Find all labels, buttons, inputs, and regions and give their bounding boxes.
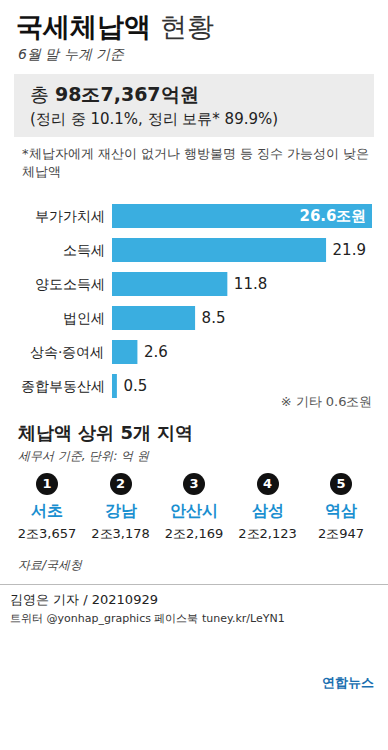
html-text:체납액 상위 5개 지역: 체납액 상위 5개 지역: [18, 422, 194, 443]
html-text:역삼: 역삼: [325, 501, 357, 520]
html-text:5: 5: [336, 476, 346, 491]
html-text:2조3,657: 2조3,657: [17, 526, 77, 541]
html-text:세무서 기준, 단위: 억 원: 세무서 기준, 단위: 억 원: [18, 449, 150, 463]
html-text:(정리 중 10.1%, 정리 보류* 89.9%): (정리 중 10.1%, 정리 보류* 89.9%): [30, 110, 279, 128]
html-text:트위터 @yonhap_graphics 페이스북 tune: 트위터 @yonhap_graphics 페이스북 tuney.kr/LeYN1: [10, 612, 285, 625]
svg-text:11.8: 11.8: [234, 275, 267, 293]
svg-text:26.6조원: 26.6조원: [299, 207, 366, 225]
html-text:2조2,169: 2조2,169: [164, 526, 224, 541]
html-text:*체납자에게 재산이 없거나 행방불명 등 징수 가능성이: *체납자에게 재산이 없거나 행방불명 등 징수 가능성이 낮은 체납액: [22, 146, 370, 179]
html-text:국세체납액 현황: 국세체납액 현황: [16, 11, 214, 42]
svg-text:8.5: 8.5: [202, 309, 226, 327]
svg-text:※ 기타 0.6조원: ※ 기타 0.6조원: [281, 394, 373, 409]
html-text:자료/국세청: 자료/국세청: [18, 558, 82, 572]
svg-text:21.9: 21.9: [333, 241, 366, 259]
svg-text:상속·증여세: 상속·증여세: [30, 344, 104, 360]
html-text:강남: 강남: [104, 501, 137, 520]
html-text:1: 1: [42, 476, 52, 491]
html-text:2: 2: [116, 476, 125, 491]
svg-text:2.6: 2.6: [144, 343, 168, 361]
svg-text:소득세: 소득세: [63, 242, 105, 258]
html-text:삼성: 삼성: [251, 501, 284, 520]
html-text:6월 말 누계 기준: 6월 말 누계 기준: [18, 46, 125, 62]
svg-text:종합부동산세: 종합부동산세: [21, 378, 105, 394]
html-text:2조947: 2조947: [318, 526, 364, 541]
html-text:3: 3: [189, 476, 199, 491]
html-text:4: 4: [263, 476, 272, 491]
html-text:서초: 서초: [31, 501, 63, 520]
svg-text:양도소득세: 양도소득세: [35, 276, 105, 292]
html-text:2조2,123: 2조2,123: [238, 526, 297, 541]
svg-text:법인세: 법인세: [63, 310, 105, 326]
svg-text:0.5: 0.5: [123, 377, 147, 395]
html-text:2조3,178: 2조3,178: [91, 526, 150, 541]
html-text:총 98조7,367억원: 총 98조7,367억원: [30, 83, 199, 105]
html-text:안산시: 안산시: [170, 501, 218, 520]
html-text:연합뉴스: 연합뉴스: [322, 675, 374, 690]
html-text:김영은 기자 / 20210929: 김영은 기자 / 20210929: [10, 592, 158, 607]
svg-text:부가가치세: 부가가치세: [35, 208, 105, 224]
